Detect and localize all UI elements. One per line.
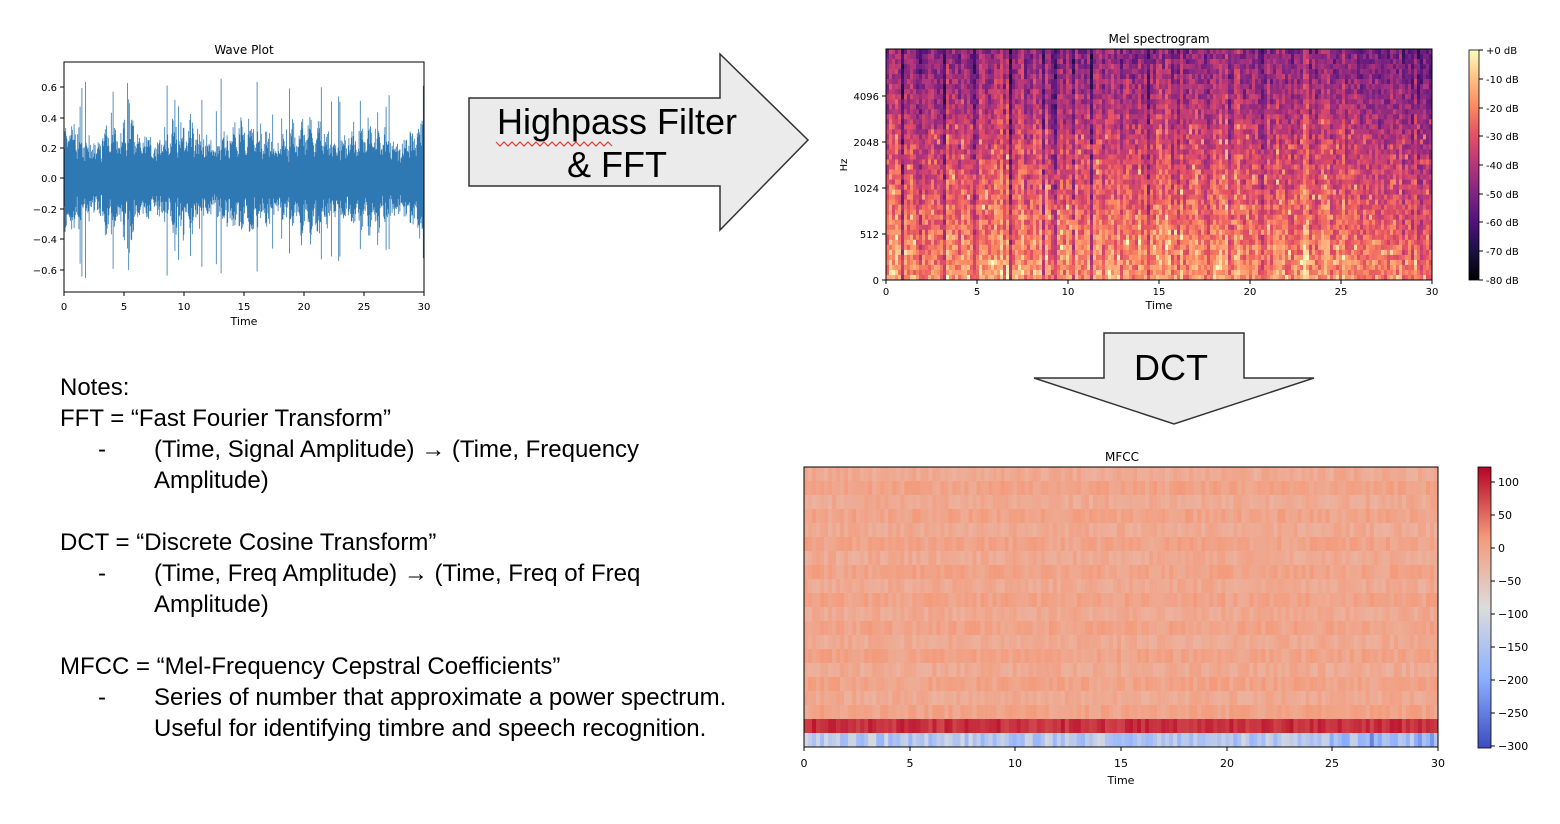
mel-x-tick: 30 — [1426, 287, 1439, 298]
wave-x-label: Time — [230, 315, 258, 328]
dct-arrow-label: DCT — [1134, 347, 1208, 388]
mfcc-colorbar-tick: 100 — [1498, 476, 1519, 489]
wave-x-tick: 30 — [418, 302, 431, 313]
mel-colorbar-tick: -30 dB — [1486, 132, 1519, 143]
mfcc-x-tick: 25 — [1325, 757, 1339, 770]
wave-y-tick: −0.2 — [33, 205, 57, 216]
mfcc-colorbar-tick: −50 — [1498, 575, 1521, 588]
wave-trace — [64, 78, 425, 278]
dct-definition: DCT = “Discrete Cosine Transform” — [60, 529, 437, 556]
mfcc-bullet-text: Series of number that approximate a powe… — [154, 684, 727, 742]
mfcc-heatmap — [804, 467, 1439, 748]
mel-x-tick: 15 — [1153, 287, 1166, 298]
mfcc-colorbar-tick: −300 — [1498, 740, 1528, 753]
spellcheck-underline — [495, 141, 613, 147]
mfcc-x-tick: 30 — [1431, 757, 1445, 770]
mfcc-colorbar-tick: 0 — [1498, 542, 1505, 555]
fft-arrow-line2: & FFT — [567, 144, 667, 185]
mel-x-tick: 10 — [1062, 287, 1075, 298]
wave-y-tick: 0.0 — [41, 174, 57, 185]
mel-colorbar-tick: -80 dB — [1486, 276, 1519, 287]
mel-x-tick: 25 — [1335, 287, 1348, 298]
mel-colorbar-tick: -20 dB — [1486, 104, 1519, 115]
mel-y-tick: 1024 — [854, 184, 879, 195]
mel-x-tick: 20 — [1244, 287, 1257, 298]
wave-x-axis: 0 5 10 15 20 25 30 Time — [61, 292, 431, 328]
wave-x-tick: 20 — [298, 302, 311, 313]
wave-y-tick: 0.4 — [41, 114, 57, 125]
wave-y-tick: 0.6 — [41, 83, 57, 94]
mfcc-bullet: - Series of number that approximate a po… — [60, 682, 784, 744]
wave-y-tick: −0.6 — [33, 266, 57, 277]
mel-colorbar-tick: -60 dB — [1486, 218, 1519, 229]
wave-x-tick: 25 — [358, 302, 371, 313]
mel-spectrogram: Mel spectrogram 4096 2048 1024 512 0 Hz … — [839, 32, 1519, 312]
mfcc-x-tick: 10 — [1008, 757, 1022, 770]
fft-arrow-line1: Highpass Filter — [497, 101, 737, 142]
mfcc-colorbar-tick: 50 — [1498, 509, 1512, 522]
mel-colorbar-tick: -50 dB — [1486, 190, 1519, 201]
mel-x-tick: 0 — [883, 287, 889, 298]
mel-colorbar-ticks: +0 dB -10 dB -20 dB -30 dB -40 dB -50 dB… — [1479, 46, 1519, 287]
fft-bullet: - (Time, Signal Amplitude) → (Time, Freq… — [60, 434, 784, 496]
wave-y-axis: 0.6 0.4 0.2 0.0 −0.2 −0.4 −0.6 — [33, 83, 64, 277]
mel-colorbar-tick: +0 dB — [1486, 46, 1517, 57]
mel-heatmap — [886, 49, 1433, 281]
dct-arrow: DCT — [1033, 332, 1315, 425]
mel-y-axis: 4096 2048 1024 512 0 Hz — [839, 92, 886, 287]
mel-x-axis: 0 5 10 15 20 25 30 Time — [883, 280, 1439, 312]
mel-y-tick: 512 — [860, 230, 879, 241]
mel-x-tick: 5 — [974, 287, 980, 298]
wave-plot-title: Wave Plot — [214, 43, 274, 57]
mel-colorbar-tick: -40 dB — [1486, 161, 1519, 172]
mfcc-definition: MFCC = “Mel-Frequency Cepstral Coefficie… — [60, 653, 561, 680]
bullet-dash: - — [98, 436, 106, 463]
notes-panel: Notes: FFT = “Fast Fourier Transform” - … — [60, 372, 784, 744]
mfcc-plot: MFCC 0 5 10 15 20 25 30 Time — [801, 450, 1529, 787]
mel-y-tick: 4096 — [854, 92, 879, 103]
dct-bullet-text: (Time, Freq Amplitude) → (Time, Freq of … — [154, 560, 641, 618]
mfcc-x-tick: 20 — [1220, 757, 1234, 770]
mfcc-colorbar-tick: −200 — [1498, 674, 1528, 687]
bullet-dash: - — [98, 560, 106, 587]
mfcc-x-tick: 15 — [1114, 757, 1128, 770]
mfcc-colorbar-tick: −100 — [1498, 608, 1528, 621]
fft-arrow: Highpass Filter & FFT — [468, 52, 810, 232]
wave-y-tick: 0.2 — [41, 144, 57, 155]
dct-bullet: - (Time, Freq Amplitude) → (Time, Freq o… — [60, 558, 784, 620]
mel-y-tick: 2048 — [854, 138, 879, 149]
mel-colorbar-tick: -70 dB — [1486, 247, 1519, 258]
down-arrow-shape — [1033, 332, 1315, 425]
mfcc-x-label: Time — [1107, 774, 1135, 787]
wave-x-tick: 15 — [238, 302, 251, 313]
mfcc-x-tick: 0 — [801, 757, 808, 770]
mfcc-colorbar-tick: −150 — [1498, 641, 1528, 654]
mel-y-tick: 0 — [873, 276, 879, 287]
mfcc-x-axis: 0 5 10 15 20 25 30 Time — [801, 747, 1445, 787]
bullet-dash: - — [98, 684, 106, 711]
notes-heading: Notes: — [60, 374, 130, 401]
mel-x-label: Time — [1145, 299, 1173, 312]
wave-signal — [64, 78, 425, 278]
mfcc-colorbar-ticks: 100 50 0 −50 −100 −150 −200 −250 −300 — [1491, 476, 1528, 753]
wave-x-tick: 0 — [61, 302, 67, 313]
wave-x-tick: 10 — [178, 302, 191, 313]
mfcc-colorbar-tick: −250 — [1498, 707, 1528, 720]
mel-colorbar — [1468, 49, 1480, 281]
mfcc-x-tick: 5 — [907, 757, 914, 770]
mfcc-colorbar — [1477, 466, 1492, 749]
wave-x-tick: 5 — [121, 302, 127, 313]
wave-plot: Wave Plot 0.6 0.4 0.2 0.0 −0.2 −0.4 −0.6… — [33, 43, 431, 328]
mel-colorbar-tick: -10 dB — [1486, 75, 1519, 86]
wave-y-tick: −0.4 — [33, 235, 57, 246]
mel-title: Mel spectrogram — [1108, 32, 1209, 46]
right-arrow-shape — [468, 52, 810, 232]
mel-y-label: Hz — [839, 159, 850, 172]
mfcc-title: MFCC — [1105, 450, 1139, 464]
fft-bullet-text: (Time, Signal Amplitude) → (Time, Freque… — [154, 436, 640, 494]
fft-definition: FFT = “Fast Fourier Transform” — [60, 405, 391, 432]
